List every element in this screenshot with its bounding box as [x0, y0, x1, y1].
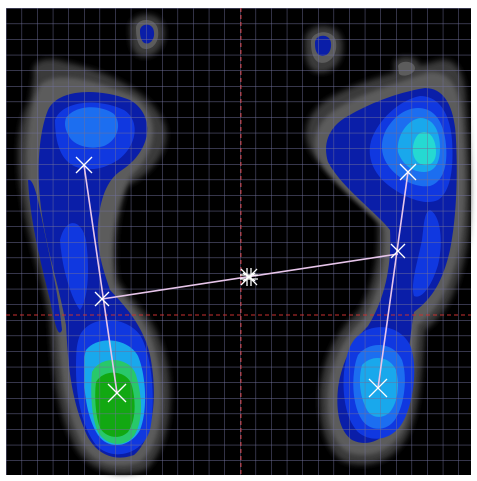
grid-overlay: [6, 8, 471, 475]
